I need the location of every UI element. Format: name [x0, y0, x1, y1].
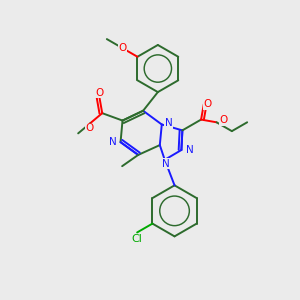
Text: O: O: [118, 43, 126, 53]
Text: N: N: [186, 145, 194, 155]
Text: N: N: [109, 137, 117, 147]
Text: O: O: [95, 88, 104, 98]
Text: N: N: [165, 118, 172, 128]
Text: O: O: [204, 99, 212, 109]
Text: N: N: [162, 159, 170, 169]
Text: O: O: [220, 115, 228, 125]
Text: Cl: Cl: [132, 234, 142, 244]
Text: O: O: [85, 123, 93, 133]
